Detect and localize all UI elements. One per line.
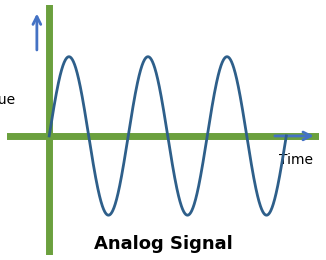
Text: Time: Time — [279, 153, 313, 167]
Text: Analog Signal: Analog Signal — [94, 235, 232, 253]
Text: Value: Value — [0, 93, 16, 107]
